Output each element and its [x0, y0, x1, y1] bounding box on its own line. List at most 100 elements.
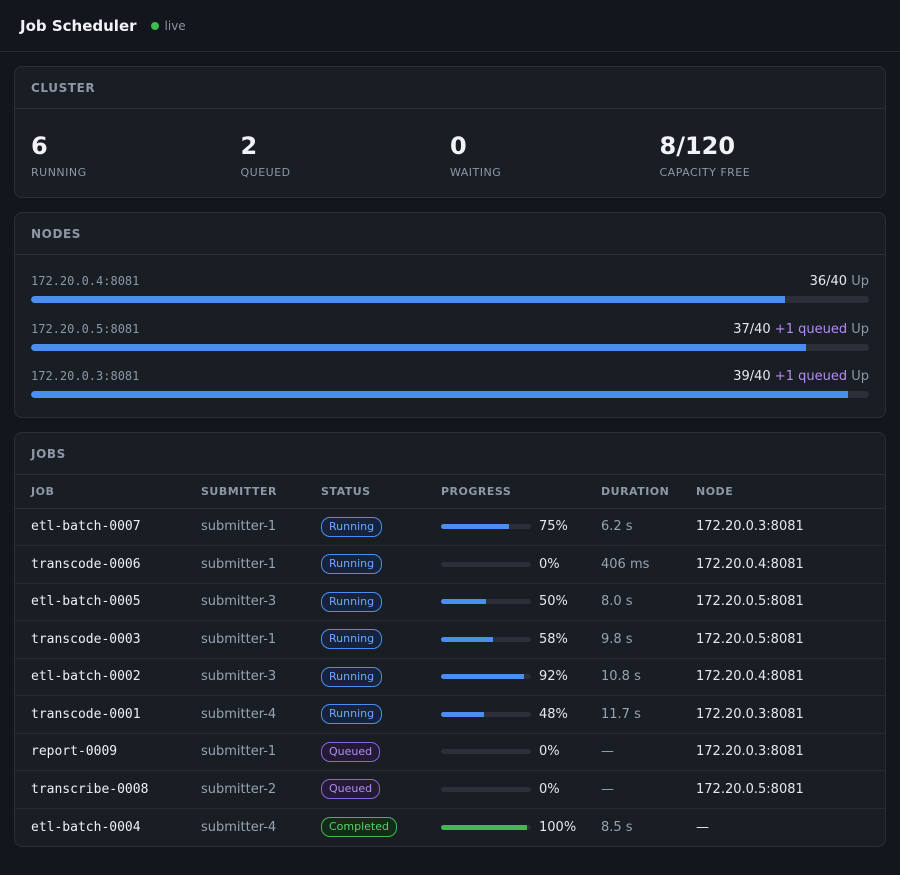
progress-bar: [441, 524, 531, 530]
table-row[interactable]: etl-batch-0005 submitter-3 Running 50% 8.0 s…: [15, 583, 885, 621]
job-node: 172.20.0.4:8081: [696, 545, 885, 584]
col-header-submitter[interactable]: SUBMITTER: [201, 475, 321, 509]
job-status-cell: Running: [321, 620, 441, 659]
job-name[interactable]: transcribe-0008: [15, 770, 201, 809]
job-submitter: submitter-2: [201, 770, 321, 809]
progress-bar: [441, 636, 531, 642]
live-label: live: [164, 18, 186, 33]
jobs-table: JOB SUBMITTER STATUS PROGRESS DURATION N…: [15, 475, 885, 846]
job-status-cell: Running: [321, 695, 441, 734]
col-header-node[interactable]: NODE: [696, 475, 885, 509]
progress-bar: [441, 674, 531, 680]
job-duration: 6.2 s: [601, 508, 696, 546]
node-address: 172.20.0.5:8081: [31, 322, 140, 336]
node-row[interactable]: 172.20.0.4:8081 36/40 Up: [31, 274, 869, 314]
table-row[interactable]: transcribe-0008 submitter-2 Queued 0% —172.2…: [15, 770, 885, 809]
job-name[interactable]: etl-batch-0002: [15, 658, 201, 696]
node-row[interactable]: 172.20.0.3:8081 39/40 +1 queued Up: [31, 369, 869, 409]
app-title: Job Scheduler: [20, 16, 137, 35]
job-duration: —: [601, 770, 696, 809]
table-row[interactable]: transcode-0006 submitter-1 Running 0% 406 ms…: [15, 545, 885, 584]
table-row[interactable]: etl-batch-0002 submitter-3 Running 92% 10.8 …: [15, 658, 885, 696]
progress-percent: 100%: [539, 819, 577, 835]
job-name[interactable]: etl-batch-0004: [31, 819, 141, 835]
progress-percent: 0%: [539, 556, 560, 572]
job-duration: 8.0 s: [601, 583, 696, 621]
job-name[interactable]: etl-batch-0005: [15, 583, 201, 621]
job-submitter: submitter-1: [201, 620, 321, 659]
cluster-panel: CLUSTER 6 RUNNING 2 QUEUED 0 WAITING 8/1…: [14, 66, 886, 198]
job-submitter: submitter-4: [201, 819, 277, 835]
job-submitter: submitter-3: [201, 583, 321, 621]
table-row[interactable]: transcode-0001 submitter-4 Running 48% 11.7 …: [15, 695, 885, 734]
job-name[interactable]: report-0009: [15, 733, 201, 771]
top-bar: Job Scheduler live: [0, 0, 900, 52]
node-load-fill: [31, 344, 807, 351]
progress-bar: [441, 749, 531, 755]
progress: 50%: [441, 594, 601, 609]
table-row[interactable]: etl-batch-0007 submitter-1 Running 75% 6.2 s…: [15, 508, 885, 546]
col-header-status[interactable]: STATUS: [321, 475, 441, 509]
progress-percent: 0%: [539, 744, 560, 760]
node-count: 39/40: [733, 369, 771, 384]
job-duration: 9.8 s: [601, 620, 696, 659]
progress-bar: [441, 786, 531, 792]
status-badge: Queued: [321, 741, 381, 762]
job-node: 172.20.0.3:8081: [696, 733, 885, 771]
node-row[interactable]: 172.20.0.5:8081 37/40 +1 queued Up: [31, 322, 869, 362]
stat-value: 6: [31, 132, 48, 160]
progress-bar: [441, 824, 531, 830]
progress-percent: 58%: [539, 631, 568, 647]
job-progress-cell: 48%: [441, 695, 601, 734]
node-queued: +1 queued: [774, 369, 848, 384]
nodes-heading: NODES: [15, 213, 885, 255]
status-badge: Running: [321, 629, 383, 650]
progress-bar: [441, 561, 531, 567]
job-duration: 11.7 s: [601, 695, 696, 734]
table-row[interactable]: transcode-0003 submitter-1 Running 58% 9.8 s…: [15, 620, 885, 659]
progress-percent: 75%: [539, 519, 568, 535]
progress: 75%: [441, 519, 601, 534]
progress-fill: [441, 524, 509, 530]
job-submitter: submitter-1: [201, 545, 321, 584]
progress: 0%: [441, 557, 601, 572]
stat-value: 8/120: [659, 132, 736, 160]
node-load-bar: [31, 344, 869, 351]
col-header-progress[interactable]: PROGRESS: [441, 475, 601, 509]
job-progress-cell: 92%: [441, 658, 601, 696]
progress-fill: [441, 711, 485, 717]
cluster-heading: CLUSTER: [15, 67, 885, 109]
progress: 0%: [441, 782, 601, 797]
job-node: 172.20.0.3:8081: [696, 695, 885, 734]
progress-percent: 0%: [539, 781, 560, 797]
jobs-panel: JOBS JOB SUBMITTER STATUS PROGRESS DURAT…: [14, 432, 886, 847]
job-duration: 10.8 s: [601, 658, 696, 696]
stat-label: RUNNING: [31, 166, 87, 179]
job-name[interactable]: transcode-0006: [15, 545, 201, 584]
progress-fill: [441, 824, 528, 830]
stat-waiting: 0 WAITING: [450, 109, 660, 179]
node-count: 36/40: [809, 274, 848, 289]
table-row[interactable]: etl-batch-0004 submitter-4 Completed 100% 8.…: [15, 808, 885, 846]
job-name[interactable]: transcode-0003: [15, 620, 201, 659]
node-address: 172.20.0.3:8081: [31, 369, 140, 383]
job-name[interactable]: transcode-0001: [15, 695, 201, 734]
job-status-cell: Running: [321, 583, 441, 621]
col-header-duration[interactable]: DURATION: [601, 475, 696, 509]
job-progress-cell: 58%: [441, 620, 601, 659]
job-progress-cell: 0%: [441, 770, 601, 809]
job-node: 172.20.0.3:8081: [696, 508, 885, 546]
job-progress-cell: 0%: [441, 545, 601, 584]
progress-percent: 92%: [539, 669, 568, 685]
progress-percent: 48%: [539, 706, 568, 722]
progress-fill: [441, 599, 486, 605]
node-load-fill: [31, 391, 849, 398]
stat-queued: 2 QUEUED: [241, 109, 451, 179]
progress: 0%: [441, 744, 601, 759]
col-header-job[interactable]: JOB: [15, 475, 201, 509]
progress-bar: [441, 711, 531, 717]
table-row[interactable]: report-0009 submitter-1 Queued 0% —172.20.0.…: [15, 733, 885, 771]
node-load-fill: [31, 296, 786, 303]
node-state: Up: [851, 322, 869, 337]
job-name[interactable]: etl-batch-0007: [15, 508, 201, 546]
